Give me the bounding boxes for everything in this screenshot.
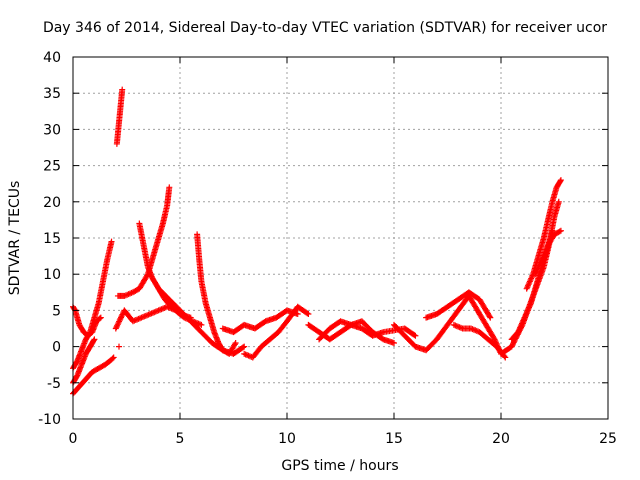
series-s1 bbox=[70, 238, 115, 372]
data-point-markers bbox=[219, 307, 301, 336]
data-point-markers bbox=[532, 227, 564, 278]
x-tick-label: 25 bbox=[599, 431, 617, 447]
series-s15 bbox=[391, 292, 472, 354]
data-points bbox=[70, 86, 564, 397]
y-tick-label: -5 bbox=[47, 376, 61, 392]
y-axis-label: SDTVAR / TECUs bbox=[7, 181, 23, 296]
data-point-markers bbox=[523, 177, 564, 292]
y-tick-label: 5 bbox=[52, 303, 61, 319]
series-s16 bbox=[423, 289, 494, 321]
x-axis-label: GPS time / hours bbox=[281, 458, 398, 474]
data-point-markers bbox=[116, 343, 123, 350]
x-tick-label: 0 bbox=[69, 431, 78, 447]
data-point-markers bbox=[391, 292, 472, 354]
series-s22 bbox=[116, 343, 123, 350]
y-tick-label: -10 bbox=[38, 412, 61, 428]
series-s11 bbox=[219, 307, 301, 336]
y-tick-label: 35 bbox=[43, 86, 61, 102]
grid-lines bbox=[73, 57, 608, 419]
data-point-markers bbox=[155, 285, 248, 357]
series-s7 bbox=[136, 220, 194, 321]
axis-ticks: -10 -5 0 5 10 15 20 25 30 35 40 0 5 10 15 20 25 bbox=[38, 50, 617, 447]
x-tick-label: 5 bbox=[176, 431, 185, 447]
data-point-markers bbox=[450, 321, 509, 361]
data-point-markers bbox=[241, 303, 312, 361]
series-s5 bbox=[113, 86, 126, 147]
series-s14 bbox=[316, 318, 419, 343]
y-tick-label: 0 bbox=[52, 340, 61, 356]
series-s20 bbox=[523, 177, 564, 292]
x-tick-label: 10 bbox=[278, 431, 296, 447]
y-tick-label: 30 bbox=[43, 122, 61, 138]
data-point-markers bbox=[194, 231, 239, 357]
series-s21 bbox=[532, 227, 564, 278]
x-tick-label: 20 bbox=[492, 431, 510, 447]
data-point-markers bbox=[136, 220, 194, 321]
data-point-markers bbox=[316, 318, 419, 343]
chart-title: Day 346 of 2014, Sidereal Day-to-day VTE… bbox=[43, 20, 607, 36]
y-tick-label: 15 bbox=[43, 231, 61, 247]
y-tick-label: 20 bbox=[43, 195, 61, 211]
data-point-markers bbox=[70, 238, 115, 372]
x-tick-label: 15 bbox=[385, 431, 403, 447]
data-point-markers bbox=[113, 86, 126, 147]
series-s12 bbox=[241, 303, 312, 361]
series-s10 bbox=[155, 285, 248, 357]
series-s17 bbox=[450, 321, 509, 361]
series-s9 bbox=[194, 231, 239, 357]
data-point-markers bbox=[423, 289, 494, 321]
y-tick-label: 25 bbox=[43, 159, 61, 175]
y-tick-label: 40 bbox=[43, 50, 61, 66]
y-tick-label: 10 bbox=[43, 267, 61, 283]
